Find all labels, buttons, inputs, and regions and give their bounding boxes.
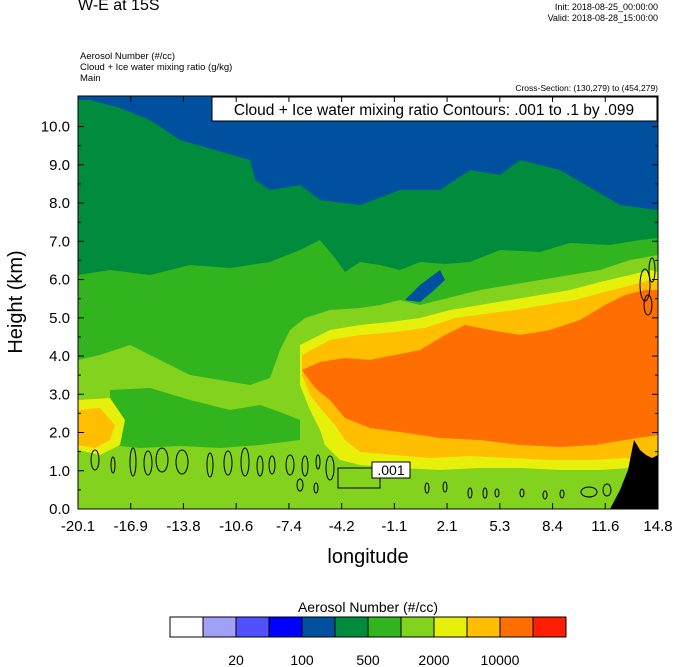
chart-title-box xyxy=(211,96,658,122)
x-tick-label: 14.8 xyxy=(643,518,672,535)
heatmap-field xyxy=(78,96,658,509)
x-axis: -20.1 -16.9 -13.8 -10.6 -7.4 -4.2 -1.1 2.1 5.3 8.… xyxy=(61,96,673,535)
region-upper-blue xyxy=(78,96,658,210)
y-axis: 0.0 1.0 2.0 3.0 4.0 5.0 6.0 7.0 8.0 9.0 10.0 xyxy=(41,119,658,518)
y-tick-label: 10.0 xyxy=(41,119,70,136)
x-tick-label: -1.1 xyxy=(381,518,407,535)
colorbar-tick-label: 20 xyxy=(228,652,244,667)
init-time: Init: 2018-08-25_00:00:00 xyxy=(554,2,658,12)
colorbar-swatch xyxy=(499,616,534,638)
region-green-band xyxy=(110,388,300,448)
x-tick-label: -10.6 xyxy=(219,518,253,535)
y-tick-label: 7.0 xyxy=(49,233,70,250)
contour-label: .001 xyxy=(377,462,404,478)
y-axis-label: Height (km) xyxy=(5,250,27,353)
region-plume-core xyxy=(302,290,658,447)
terrain xyxy=(610,440,658,509)
y-tick-label: 6.0 xyxy=(49,272,70,289)
y-tick-label: 8.0 xyxy=(49,195,70,212)
colorbar-tick-label: 500 xyxy=(356,652,380,667)
y-tick-label: 9.0 xyxy=(49,157,70,174)
field-aerosol-label: Aerosol Number (#/cc) xyxy=(80,51,176,62)
colorbar-swatch xyxy=(433,616,468,638)
x-tick-label: 8.4 xyxy=(542,518,563,535)
chart-title: Cloud + Ice water mixing ratio Contours:… xyxy=(234,102,634,119)
x-tick-label: -7.4 xyxy=(276,518,302,535)
cross-section-label: Cross-Section: (130,279) to (454,279) xyxy=(515,83,658,93)
y-tick-label: 3.0 xyxy=(49,386,70,403)
colorbar-tick-label: 2000 xyxy=(418,652,449,667)
colorbar-labels: 20 100 500 2000 10000 xyxy=(228,652,519,667)
colorbar-swatch xyxy=(466,616,501,638)
contour-label-box xyxy=(371,461,411,479)
x-tick-label: -13.8 xyxy=(166,518,200,535)
colorbar xyxy=(169,616,567,638)
y-tick-label: 5.0 xyxy=(49,310,70,327)
plot-frame xyxy=(77,95,659,510)
cloud-contours xyxy=(90,257,656,500)
valid-time: Valid: 2018-08-28_15:00:00 xyxy=(547,13,658,23)
y-tick-label: 2.0 xyxy=(49,425,70,442)
field-cloud-label: Cloud + Ice water mixing ratio (g/kg) xyxy=(80,62,233,73)
field-main-label: Main xyxy=(80,73,101,84)
x-tick-label: -20.1 xyxy=(61,518,95,535)
colorbar-swatch xyxy=(400,616,435,638)
colorbar-swatch xyxy=(532,616,567,638)
plot-title: W-E at 15S xyxy=(78,0,160,14)
colorbar-tick-label: 10000 xyxy=(481,652,520,667)
colorbar-swatch xyxy=(367,616,402,638)
x-tick-label: 2.1 xyxy=(437,518,458,535)
colorbar-swatch xyxy=(202,616,237,638)
x-tick-label: 11.6 xyxy=(591,518,619,535)
y-tick-label: 4.0 xyxy=(49,348,70,365)
colorbar-swatch xyxy=(334,616,369,638)
x-tick-label: 5.3 xyxy=(489,518,510,535)
region-blue-pocket xyxy=(405,270,445,302)
x-tick-label: -16.9 xyxy=(114,518,148,535)
colorbar-swatch xyxy=(268,616,303,638)
colorbar-swatch xyxy=(235,616,270,638)
colorbar-swatch xyxy=(301,616,336,638)
colorbar-tick-label: 100 xyxy=(290,652,314,667)
y-tick-label: 0.0 xyxy=(49,501,70,518)
colorbar-swatch xyxy=(169,616,204,638)
x-axis-label: longitude xyxy=(327,546,408,568)
y-tick-label: 1.0 xyxy=(49,463,70,480)
x-tick-label: -4.2 xyxy=(329,518,355,535)
colorbar-title: Aerosol Number (#/cc) xyxy=(298,599,438,615)
